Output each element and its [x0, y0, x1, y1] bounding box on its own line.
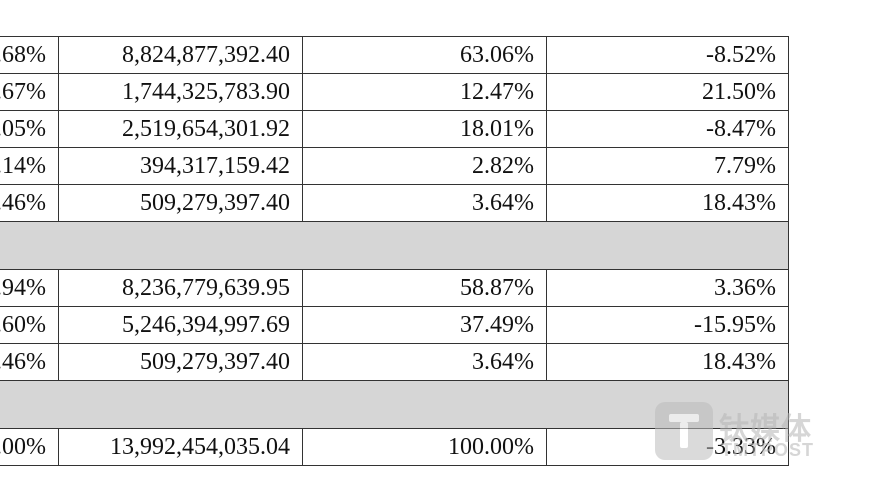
table-cell: 37.60% — [0, 306, 59, 344]
table-row: 3.46%509,279,397.403.64%18.43% — [0, 184, 789, 222]
table-cell: 13,992,454,035.04 — [58, 428, 303, 466]
table-cell: 8,824,877,392.40 — [58, 36, 303, 74]
table-cell: -8.47% — [546, 110, 789, 148]
table-cell: 15.68% — [0, 36, 59, 74]
section-band-row — [0, 221, 789, 270]
table-row: 3.46%509,279,397.403.64%18.43% — [0, 343, 789, 381]
table-cell: 21.50% — [546, 73, 789, 111]
table-cell: 2,519,654,301.92 — [58, 110, 303, 148]
table-cell: 7.79% — [546, 147, 789, 185]
table-cell: 100.00% — [0, 428, 59, 466]
table-cell: 3.64% — [302, 184, 547, 222]
table-cell: 2.82% — [302, 147, 547, 185]
table-cell: 18.43% — [546, 343, 789, 381]
table-cell: 3.46% — [0, 184, 59, 222]
table-cell: 58.94% — [0, 269, 59, 307]
table-cell: 8,236,779,639.95 — [58, 269, 303, 307]
table-cell: 12.47% — [302, 73, 547, 111]
table-cell: 100.00% — [302, 428, 547, 466]
section-band-cell — [0, 221, 789, 270]
table-cell: 3.64% — [302, 343, 547, 381]
table-cell: 14.67% — [0, 73, 59, 111]
table-row: 2.14%394,317,159.422.82%7.79% — [0, 147, 789, 185]
table-cell: 37.49% — [302, 306, 547, 344]
table-cell: 18.01% — [302, 110, 547, 148]
table-cell: 1,744,325,783.90 — [58, 73, 303, 111]
section-band-cell — [0, 380, 789, 429]
table-cell: 5,246,394,997.69 — [58, 306, 303, 344]
financial-table: 15.68%8,824,877,392.4063.06%-8.52%14.67%… — [0, 36, 789, 466]
table-cell: 17.05% — [0, 110, 59, 148]
table-cell: 509,279,397.40 — [58, 184, 303, 222]
table-cell: -15.95% — [546, 306, 789, 344]
table-cell: 58.87% — [302, 269, 547, 307]
table-cell: 63.06% — [302, 36, 547, 74]
table-body: 15.68%8,824,877,392.4063.06%-8.52%14.67%… — [0, 36, 789, 466]
table-cell: 394,317,159.42 — [58, 147, 303, 185]
table-cell: 3.36% — [546, 269, 789, 307]
table-cell: 2.14% — [0, 147, 59, 185]
section-band-row — [0, 380, 789, 429]
table-cell: 509,279,397.40 — [58, 343, 303, 381]
table-cell: 18.43% — [546, 184, 789, 222]
table-cell: 3.46% — [0, 343, 59, 381]
table-cell: -3.33% — [546, 428, 789, 466]
table-cell: -8.52% — [546, 36, 789, 74]
